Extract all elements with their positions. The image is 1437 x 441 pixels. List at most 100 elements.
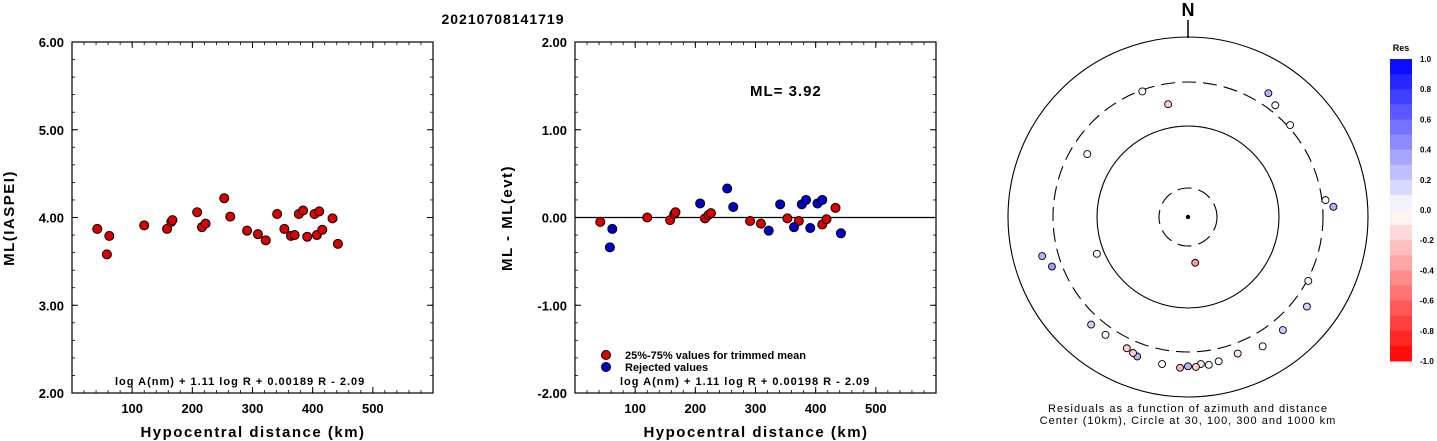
colorbar-cell [1390,330,1412,347]
data-point [830,202,841,213]
station-marker [1138,87,1147,96]
range-circle-1000km [1007,36,1369,398]
data-point [327,213,338,224]
data-point [192,207,203,218]
colorbar-cell [1390,194,1412,211]
colorbar-cells [1390,59,1412,362]
colorbar-cell [1390,149,1412,166]
data-point [728,201,739,212]
legend-marker-trimmed [601,350,611,360]
colorbar-cell [1390,255,1412,271]
data-point [104,230,115,241]
y-tick-label: 5.00 [39,123,64,138]
data-point [289,230,300,241]
data-point [279,223,290,234]
colorbar-cell [1390,285,1412,302]
y-tick-label: 4.00 [39,211,64,226]
colorbar-tick-label: 0.2 [1420,176,1432,185]
data-point [302,231,313,242]
data-point [607,223,618,234]
data-point [705,208,716,219]
y-axis-label: ML(IASPEI) [1,170,18,266]
station-marker [1038,252,1047,261]
data-point [200,218,211,229]
x-tick-label: 300 [242,401,264,416]
colorbar-cell [1390,179,1412,196]
station-marker [1233,349,1242,358]
colorbar-tick-label: -0.8 [1420,327,1434,336]
colorbar-tick-label: 0.4 [1420,146,1432,155]
x-ticks: 100 200 300 400 500 [71,42,434,416]
data-point [789,222,800,233]
station-marker [1184,362,1192,371]
colorbar-tick-label: -1.0 [1420,357,1434,366]
azimuth-residual-plot: N Residuals as a function of azimuth and… [1007,0,1369,427]
data-point [670,207,681,218]
station-marker [1122,344,1131,353]
station-markers [1038,87,1338,372]
data-point [92,223,103,234]
north-label: N [1182,0,1195,20]
range-circle-300km [1052,81,1324,353]
station-marker [1101,330,1110,339]
station-marker [1286,121,1295,130]
data-point [775,199,786,210]
station-marker [1321,196,1330,205]
colorbar-cell [1390,240,1412,256]
x-ticks: 100 200 300 400 500 [574,42,937,416]
x-tick-label: 500 [865,401,887,416]
station-marker [1304,277,1313,285]
legend: 25%-75% values for trimmed mean Rejected… [601,350,806,374]
data-point [835,228,846,239]
data-point [298,205,309,216]
colorbar-tick-label: 0.6 [1420,115,1432,124]
data-point [801,194,812,205]
station-marker [1302,302,1311,311]
data-point [722,183,733,194]
station-marker [1271,101,1280,110]
station-marker [1264,89,1273,98]
colorbar-cell [1390,270,1412,286]
station-marker [1087,320,1096,329]
data-point [167,215,178,226]
y-tick-label: 0.00 [542,211,567,226]
data-point [101,249,112,260]
residual-chart: -2.00 -1.00 0.00 1.00 2.00 100 200 300 400 500 M… [499,35,937,441]
x-tick-label: 100 [121,401,143,416]
data-point [695,198,706,209]
polar-caption-line2: Center (10km), Circle at 30, 100, 300 an… [1040,415,1337,427]
x-axis-label: Hypocentral distance (km) [643,424,868,441]
legend-marker-rejected [601,362,611,372]
colorbar-cell [1390,59,1412,75]
x-tick-label: 200 [684,401,706,416]
data-point [252,229,263,240]
x-tick-label: 200 [181,401,203,416]
colorbar-cell [1390,134,1412,151]
y-tick-label: 2.00 [542,35,567,50]
colorbar-cell [1390,300,1412,317]
x-tick-label: 500 [362,401,384,416]
colorbar-cell [1390,210,1412,226]
x-axis-label: Hypocentral distance (km) [140,424,365,441]
colorbar-tick-label: -0.6 [1420,297,1434,306]
data-point [821,214,832,225]
data-point [332,238,343,249]
data-points [92,193,343,260]
legend-label-trimmed: 25%-75% values for trimmed mean [625,350,806,362]
colorbar-cell [1390,104,1412,120]
y-tick-label: 3.00 [39,298,64,313]
y-tick-label: -2.00 [537,386,567,401]
data-point [272,208,283,219]
residual-colorbar: Res 1.0 0.8 0.6 0.4 0.2 0.0 -0.2 -0.4 -0.6 -0.8 -1… [1390,43,1434,366]
range-circles [1007,36,1369,398]
figure-title: 20210708141719 [441,11,564,27]
colorbar-cell [1390,315,1412,332]
data-point [782,213,793,224]
colorbar-tick-label: -0.4 [1420,266,1434,275]
data-point [763,225,774,236]
station-marker [1191,362,1200,371]
colorbar-cell [1390,74,1412,90]
station-marker [1278,326,1287,334]
data-point [805,223,816,234]
